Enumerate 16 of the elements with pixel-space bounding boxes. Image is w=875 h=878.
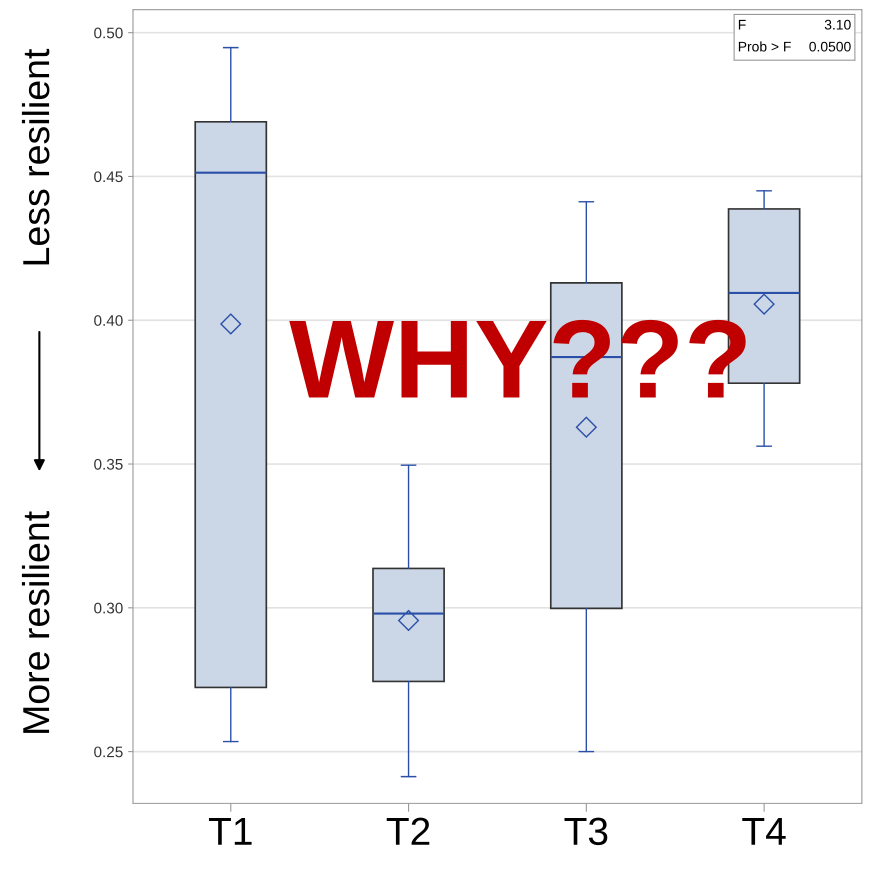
y-tick-label: 0.40	[94, 315, 123, 326]
text: More resilient	[22, 511, 50, 733]
annotation: Prob > F	[738, 41, 791, 52]
annotation: F	[738, 20, 746, 30]
annotation: 0.0500	[809, 42, 851, 52]
y-tick-label: 0.30	[94, 602, 123, 614]
y-tick-label: 0.50	[94, 28, 123, 38]
x-tick-label: T2	[386, 818, 430, 845]
y-tick-label: 0.35	[94, 458, 123, 470]
x-tick-label: T4	[742, 818, 786, 845]
y-tick-label: 0.25	[94, 746, 123, 758]
x-tick-label: T1	[208, 818, 252, 845]
x-tick-label: T3	[564, 818, 608, 846]
y-tick-label: 0.45	[94, 171, 123, 182]
annotation: 3.10	[824, 20, 851, 30]
text: Less resilient	[22, 48, 50, 264]
